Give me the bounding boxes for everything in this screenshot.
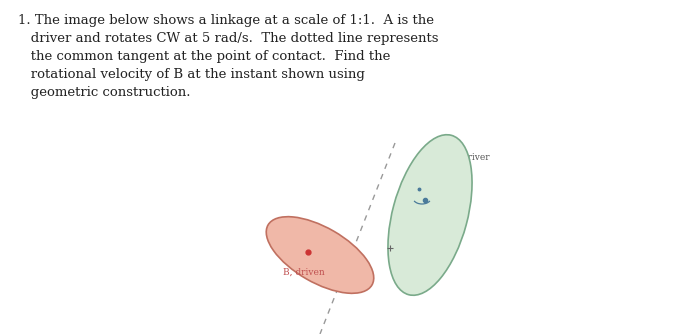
Ellipse shape [388,135,472,295]
Text: B, driven: B, driven [283,268,325,277]
Text: $\omega_1$: $\omega_1$ [430,190,440,200]
Ellipse shape [266,217,374,293]
Text: A, Driver: A, Driver [448,153,489,162]
Text: 1. The image below shows a linkage at a scale of 1:1.  A is the
   driver and ro: 1. The image below shows a linkage at a … [18,14,438,99]
